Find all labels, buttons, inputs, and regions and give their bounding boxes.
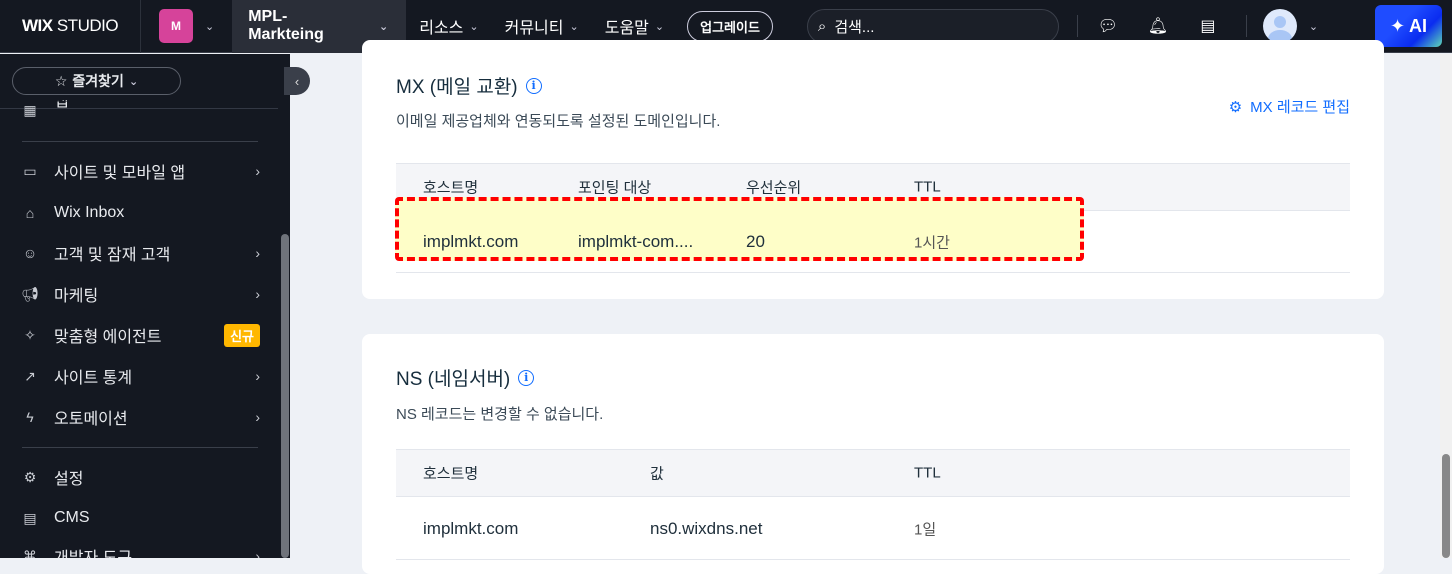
ns-table-header: 호스트명 값 TTL [396, 449, 1350, 497]
table-row[interactable]: implmkt.com ns0.wixdns.net 1일 [396, 498, 1350, 560]
chevron-down-icon[interactable]: ⌄ [1308, 20, 1319, 33]
edit-mx-button[interactable]: ⚙ MX 레코드 편집 [1228, 98, 1350, 117]
chart-icon: ↗ [24, 367, 36, 384]
chevron-right-icon: › [255, 548, 260, 558]
chevron-right-icon: › [255, 245, 260, 261]
sidebar-item-inbox[interactable]: ⌂ Wix Inbox [20, 201, 260, 225]
sidebar-item-sites[interactable]: ▭ 사이트 및 모바일 앱 › [20, 159, 260, 183]
sidebar: ☆ 즐겨찾기 ⌄ ▦ 앱 ▭ 사이트 및 모바일 앱 › ⌂ Wix Inbox ☺ 고객 및… [0, 54, 290, 558]
gear-icon: ⚙ [1228, 98, 1243, 116]
inbox-icon: ⌂ [25, 205, 35, 221]
sidebar-item-contacts[interactable]: ☺ 고객 및 잠재 고객 › [20, 241, 260, 265]
new-badge: 신규 [224, 323, 260, 347]
favorites-button[interactable]: ☆ 즐겨찾기 ⌄ [12, 67, 181, 95]
collapse-sidebar-button[interactable]: ‹ [284, 67, 310, 95]
mx-title: MX (메일 교환) [396, 77, 518, 98]
star-icon: ☆ [54, 72, 68, 89]
chevron-right-icon: › [255, 368, 260, 384]
chevron-right-icon: › [255, 409, 260, 425]
search-icon: ⌕ [817, 17, 827, 35]
page-scrollbar[interactable] [1440, 54, 1452, 558]
sidebar-item-dev-tools[interactable]: ⌘개발자 도구› [20, 544, 260, 559]
info-icon[interactable]: i [525, 77, 542, 94]
sidebar-item-automations[interactable]: ϟ 오토메이션 › [20, 405, 260, 429]
sidebar-item-apps[interactable]: ▦ 앱 [23, 100, 69, 118]
mx-description: 이메일 제공업체와 연동되도록 설정된 도메인입니다. [396, 113, 721, 130]
wix-studio-logo[interactable]: WIX STUDIO [22, 16, 119, 35]
ns-title: NS (네임서버) [396, 369, 511, 390]
sidebar-item-settings[interactable]: ⚙ 설정 [20, 465, 260, 489]
workspace-avatar: M [159, 9, 193, 43]
sidebar-item-analytics[interactable]: ↗ 사이트 통계 › [20, 364, 260, 388]
nav-help[interactable]: 도움말 ⌄ [604, 20, 665, 37]
chevron-down-icon: ⌄ [654, 20, 665, 33]
nav-community[interactable]: 커뮤니티 ⌄ [504, 20, 579, 37]
chevron-right-icon: › [255, 286, 260, 302]
gear-icon: ⚙ [23, 468, 37, 485]
workspace-switcher[interactable]: M ⌄ [141, 9, 232, 43]
chevron-right-icon: › [255, 163, 260, 179]
code-icon: ⌘ [23, 547, 37, 559]
ai-button[interactable]: ✦ AI [1375, 5, 1442, 47]
info-icon[interactable]: i [518, 369, 535, 386]
chevron-down-icon: ⌄ [379, 20, 389, 33]
sidebar-item-marketing[interactable]: 📢︎ 마케팅 › [21, 285, 260, 306]
ns-description: NS 레코드는 변경할 수 없습니다. [396, 406, 604, 423]
table-row[interactable]: implmkt.com implmkt-com.... 20 1시간 [396, 211, 1350, 273]
nav-resources[interactable]: 리소스 ⌄ [419, 20, 479, 37]
chevron-down-icon: ⌄ [469, 20, 479, 33]
ns-records-card: NS (네임서버) i NS 레코드는 변경할 수 없습니다. 호스트명 값 TTL … [362, 334, 1384, 574]
sparkle-icon: ✧ [24, 326, 36, 343]
bolt-icon: ϟ [26, 409, 34, 425]
chevron-down-icon: ⌄ [569, 20, 579, 33]
mx-records-card: MX (메일 교환) i 이메일 제공업체와 연동되도록 설정된 도메인입니다. … [362, 40, 1384, 299]
sidebar-scrollbar[interactable] [281, 234, 289, 558]
sparkle-icon: ✦ [1389, 15, 1406, 36]
avatar[interactable] [1262, 9, 1297, 43]
megaphone-icon: 📢︎ [21, 285, 39, 302]
highlight-box [395, 197, 1084, 261]
bell-icon[interactable]: 🔔︎ [1147, 18, 1169, 35]
devices-icon: ▭ [23, 162, 37, 179]
news-icon[interactable]: ▤ [1200, 18, 1216, 35]
upgrade-button[interactable]: 업그레이드 [687, 10, 773, 42]
chat-icon[interactable]: 💬︎ [1097, 18, 1119, 35]
sidebar-item-cms[interactable]: ▤ CMS [20, 506, 260, 530]
contacts-icon: ☺ [22, 245, 38, 261]
chevron-down-icon: ⌄ [205, 20, 215, 33]
search-input[interactable]: ⌕ 검색... [806, 8, 1059, 44]
table-icon: ▤ [23, 509, 37, 526]
chevron-down-icon: ⌄ [128, 75, 139, 88]
sidebar-item-agents[interactable]: ✧ 맞춤형 에이전트 신규 [20, 323, 260, 347]
